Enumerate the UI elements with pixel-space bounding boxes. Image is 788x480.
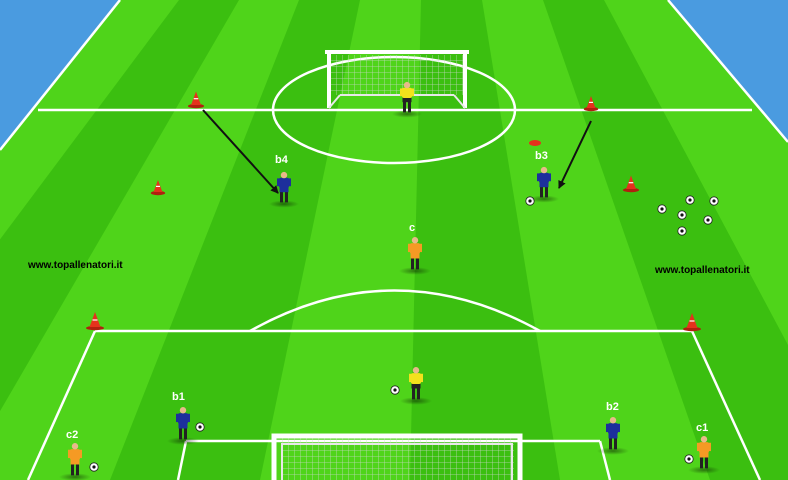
label-c2: c2 [66, 429, 78, 441]
soccer-ball-icon [195, 422, 205, 432]
penalty-box-right [598, 440, 612, 480]
soccer-ball-icon [709, 196, 719, 206]
cone-icon [86, 312, 104, 331]
player-b2 [597, 417, 629, 455]
cone-icon [683, 313, 701, 332]
goalkeeper-top [392, 81, 422, 118]
soccer-ball-icon [657, 204, 667, 214]
label-b3: b3 [535, 150, 548, 162]
grass-stripe [410, 0, 560, 480]
soccer-ball-icon [703, 215, 713, 225]
flat-marker-icon [529, 140, 541, 146]
player-b3 [529, 166, 559, 203]
soccer-ball-icon [677, 210, 687, 220]
soccer-ball-icon [685, 195, 695, 205]
player-c1 [688, 436, 720, 474]
grass-stripe [543, 0, 788, 480]
label-c: c [409, 222, 415, 234]
label-b2: b2 [606, 401, 619, 413]
cone-icon [622, 175, 640, 193]
top-goal [325, 50, 469, 109]
arrow-to-b3 [558, 120, 592, 189]
label-c1: c1 [696, 422, 708, 434]
label-b4: b4 [275, 154, 289, 166]
player-b4 [269, 171, 299, 208]
cone-icon [583, 96, 599, 112]
bottom-goal [271, 433, 523, 480]
soccer-ball-icon [677, 226, 687, 236]
label-b1: b1 [172, 391, 185, 403]
players [59, 81, 720, 480]
left-touchline [0, 0, 121, 151]
player-c [399, 237, 431, 275]
balls [89, 195, 719, 472]
penalty-box-left [176, 440, 188, 480]
center-circle-bottom-arc [249, 289, 541, 333]
soccer-ball-icon [684, 454, 694, 464]
watermark-left: www.topallenatori.it [27, 260, 123, 271]
arrow-to-b4 [202, 109, 279, 194]
grass-stripe [0, 0, 239, 480]
player-b1 [167, 407, 199, 445]
player-c2 [59, 443, 91, 480]
lower-zone-right-side [690, 330, 762, 480]
player-center-yellow [400, 367, 432, 405]
soccer-ball-icon [390, 385, 400, 395]
cone-icon [187, 91, 205, 109]
cones [86, 91, 701, 332]
right-touchline [667, 0, 788, 143]
movement-arrows [202, 109, 592, 194]
grass-stripe [110, 0, 360, 480]
player-labels: b4 b3 c b1 b2 c2 c1 [66, 150, 708, 441]
lower-zone-left-side [26, 330, 97, 480]
soccer-ball-icon [89, 462, 99, 472]
watermark-right: www.topallenatori.it [654, 265, 750, 276]
cone-icon [150, 180, 166, 196]
